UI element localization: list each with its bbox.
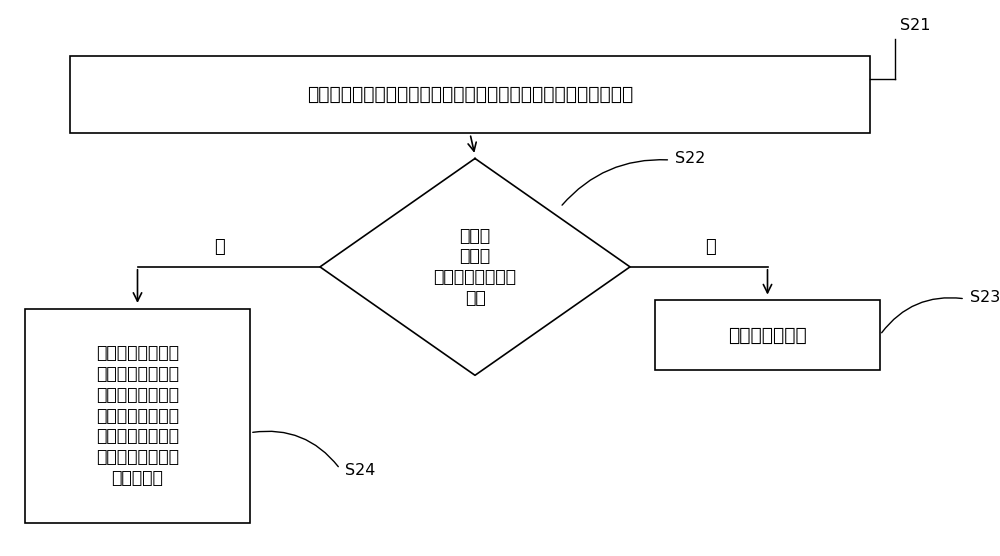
FancyBboxPatch shape (70, 56, 870, 133)
FancyBboxPatch shape (655, 300, 880, 370)
Text: S21: S21 (900, 18, 931, 33)
Text: S24: S24 (345, 463, 375, 478)
Text: S23: S23 (970, 290, 1000, 305)
Text: 否: 否 (705, 239, 715, 256)
Text: S22: S22 (675, 151, 706, 166)
Text: 在所述空调器运行制热模式的时长达到预设时长时，获取室外温度: 在所述空调器运行制热模式的时长达到预设时长时，获取室外温度 (307, 85, 633, 104)
Text: 是: 是 (215, 239, 225, 256)
Polygon shape (320, 158, 630, 375)
Text: 控制压缩机以预设
运行频率运行，其
中，所述预设运行
频率大于零且小于
所述压缩机在所述
室内换热器化霜时
的运行频率: 控制压缩机以预设 运行频率运行，其 中，所述预设运行 频率大于零且小于 所述压缩… (96, 344, 179, 487)
Text: 控制压缩机停机: 控制压缩机停机 (728, 325, 807, 345)
Text: 判断所
述室外
温度是否小于预设
温度: 判断所 述室外 温度是否小于预设 温度 (434, 227, 516, 307)
FancyBboxPatch shape (25, 309, 250, 523)
